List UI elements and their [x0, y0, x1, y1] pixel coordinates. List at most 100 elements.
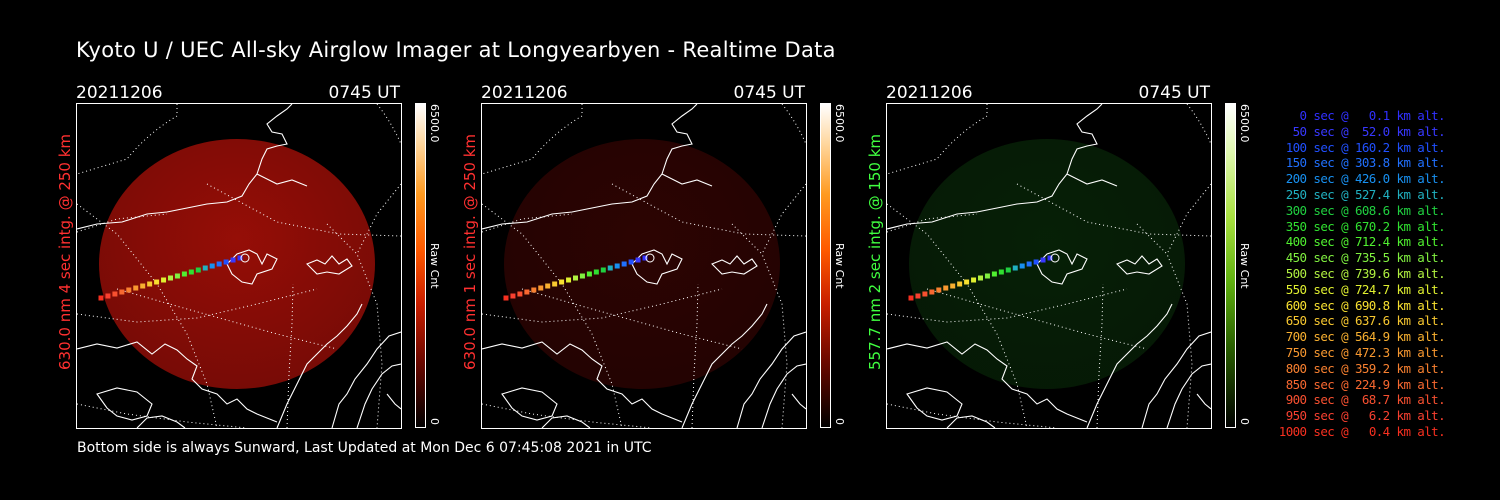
- colorbar-max: 6500.0: [1238, 104, 1251, 143]
- allsky-map: [481, 103, 807, 429]
- coastline: [1036, 249, 1088, 285]
- trajectory-point: [586, 271, 592, 277]
- trajectory-point: [531, 287, 537, 293]
- colorbar-max: 6500.0: [833, 104, 846, 143]
- wavelength-label: 630.0 nm 1 sec intg. @ 250 km: [461, 133, 479, 370]
- trajectory-point: [908, 295, 914, 301]
- coastline: [256, 173, 308, 187]
- trajectory-point: [237, 255, 243, 261]
- legend-row: 650 sec @ 637.6 km alt.: [1285, 313, 1446, 329]
- grid-line: [76, 288, 318, 323]
- coastline: [1166, 363, 1212, 429]
- legend-row: 1000 sec @ 0.4 km alt.: [1278, 423, 1446, 439]
- trajectory-point: [147, 281, 153, 287]
- trajectory-point: [119, 289, 125, 295]
- legend-row: 950 sec @ 6.2 km alt.: [1285, 408, 1446, 424]
- grid-line: [481, 104, 583, 175]
- colorbar-min: 0: [428, 418, 441, 425]
- grid-line: [1166, 183, 1212, 255]
- grid-line: [886, 288, 1128, 323]
- panel-date: 20211206: [481, 83, 568, 103]
- coastline: [541, 415, 591, 429]
- trajectory-point: [174, 273, 180, 279]
- coastline: [356, 363, 402, 429]
- trajectory-point: [195, 267, 201, 273]
- coastline: [1086, 303, 1173, 429]
- wavelength-label: 557.7 nm 2 sec intg. @ 150 km: [866, 133, 884, 370]
- coastline: [1141, 331, 1212, 429]
- trajectory-point: [98, 295, 104, 301]
- legend-row: 200 sec @ 426.0 km alt.: [1285, 171, 1446, 187]
- coastline: [481, 341, 683, 423]
- legend-row: 150 sec @ 303.8 km alt.: [1285, 155, 1446, 171]
- wavelength-label: 630.0 nm 4 sec intg. @ 250 km: [56, 133, 74, 370]
- coastline: [226, 249, 278, 285]
- footer-status: Bottom side is always Sunward, Last Upda…: [77, 440, 652, 456]
- trajectory-point: [642, 255, 648, 261]
- trajectory-point: [964, 279, 970, 285]
- panel-time: 0745 UT: [328, 83, 401, 103]
- airglow-emission: [99, 139, 375, 389]
- colorbar-min: 0: [833, 418, 846, 425]
- coastline: [1196, 393, 1212, 410]
- trajectory-point: [915, 293, 921, 299]
- trajectory-point: [593, 269, 599, 275]
- grid-line: [286, 283, 294, 429]
- coastline: [331, 331, 402, 429]
- trajectory-point: [154, 279, 160, 285]
- coastline: [306, 255, 353, 275]
- trajectory-point: [545, 283, 551, 289]
- legend-row: 550 sec @ 724.7 km alt.: [1285, 281, 1446, 297]
- grid-line: [926, 288, 1148, 350]
- station-marker: [1050, 253, 1060, 263]
- grid-line: [1186, 103, 1212, 145]
- coastline: [136, 415, 186, 429]
- trajectory-point: [1026, 261, 1032, 267]
- trajectory-point: [978, 275, 983, 281]
- trajectory-point: [209, 263, 215, 269]
- grid-line: [691, 283, 699, 429]
- coastline: [661, 173, 713, 187]
- page-title: Kyoto U / UEC All-sky Airglow Imager at …: [76, 38, 836, 62]
- coastline: [1066, 173, 1118, 187]
- legend-row: 0 sec @ 0.1 km alt.: [1299, 108, 1446, 123]
- grid-line: [376, 103, 402, 145]
- coastline: [276, 303, 363, 429]
- trajectory-point: [936, 287, 942, 293]
- coastline: [386, 393, 402, 410]
- legend-row: 900 sec @ 68.7 km alt.: [1285, 392, 1446, 408]
- grid-line: [886, 104, 988, 175]
- grid-line: [356, 183, 402, 255]
- grid-line: [326, 223, 383, 429]
- coastline: [761, 363, 807, 429]
- allsky-image: [76, 103, 402, 429]
- station-marker: [240, 253, 250, 263]
- trajectory-point: [628, 259, 634, 265]
- allsky-map: [886, 103, 1212, 429]
- allsky-image: [886, 103, 1212, 429]
- trajectory-point: [188, 269, 194, 275]
- trajectory-point: [984, 273, 990, 279]
- trajectory-point: [223, 259, 229, 265]
- trajectory-point: [635, 257, 641, 263]
- trajectory-point: [112, 291, 118, 297]
- colorbar: [820, 103, 831, 428]
- trajectory-point: [517, 291, 523, 297]
- legend-row: 850 sec @ 224.9 km alt.: [1285, 376, 1446, 392]
- airglow-emission: [504, 139, 780, 389]
- trajectory-point: [538, 285, 544, 291]
- trajectory-point: [929, 289, 935, 295]
- legend-row: 500 sec @ 739.6 km alt.: [1285, 265, 1446, 281]
- legend-row: 350 sec @ 670.2 km alt.: [1285, 218, 1446, 234]
- coastline: [501, 387, 558, 421]
- panel-date: 20211206: [76, 83, 163, 103]
- trajectory-point: [943, 285, 949, 291]
- grid-line: [781, 103, 807, 145]
- legend-row: 400 sec @ 712.4 km alt.: [1285, 234, 1446, 250]
- trajectory-point: [991, 271, 997, 277]
- trajectory-point: [230, 257, 236, 263]
- trajectory-point: [503, 295, 509, 301]
- legend-row: 100 sec @ 160.2 km alt.: [1285, 139, 1446, 155]
- trajectory-point: [1033, 259, 1039, 265]
- trajectory-point: [971, 277, 977, 283]
